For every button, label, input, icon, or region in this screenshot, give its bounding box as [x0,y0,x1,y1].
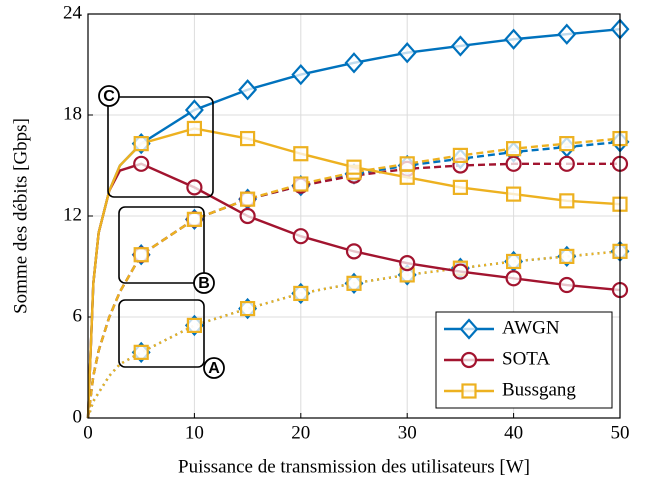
y-axis-label: Somme des débits [Gbps] [10,118,31,314]
marker [505,155,522,172]
marker [558,155,575,172]
marker [239,207,256,225]
y-tick-label: 18 [63,103,82,124]
marker [240,130,256,147]
marker [293,146,309,162]
x-tick-label: 40 [504,422,523,443]
marker [238,79,258,101]
x-tick-label: 10 [185,422,204,443]
marker [399,255,416,272]
marker [452,263,469,280]
y-tick-label: 6 [73,305,83,326]
marker [506,141,522,157]
annotation-badge [203,357,225,379]
marker [558,276,575,294]
marker [346,159,362,175]
marker [397,42,417,64]
marker [186,211,202,227]
x-axis-label: Puissance de transmission des utilisateu… [178,456,530,477]
annotation-badge [193,272,215,294]
marker [450,35,470,57]
marker [133,136,149,152]
marker [506,186,522,202]
marker [452,179,468,195]
legend-label: SOTA [502,348,550,369]
marker [291,63,311,86]
marker [292,228,309,245]
annotation-box [118,299,205,368]
marker [240,191,256,207]
marker [399,169,415,185]
marker [133,155,150,172]
y-tick-label: 12 [63,204,82,225]
marker [345,243,363,260]
marker [506,253,522,270]
marker [460,351,478,369]
annotation-label: B [198,275,210,292]
annotation-box [118,206,205,284]
marker [559,248,575,264]
x-tick-label: 50 [611,422,630,443]
marker [557,23,577,45]
annotation-box [107,96,214,198]
marker [293,176,309,192]
marker [240,300,256,317]
marker [186,120,202,137]
y-tick-label: 0 [73,406,83,427]
marker [461,383,477,399]
marker [559,136,575,152]
x-tick-label: 0 [83,422,93,443]
marker [399,156,415,172]
annotation-badge [98,85,120,107]
marker [559,193,575,209]
x-tick-label: 30 [398,422,417,443]
marker [133,247,149,263]
annotation-label: A [208,360,220,377]
marker [133,344,149,360]
legend-label: Bussgang [502,379,576,400]
marker [505,270,522,287]
marker [186,317,202,334]
plot-frame [87,13,621,419]
x-tick-label: 20 [291,422,310,443]
legend-label: AWGN [502,317,560,338]
annotation-label: C [103,88,115,105]
legend: AWGN SOTA Bussgang [435,311,613,409]
y-tick-label: 24 [63,2,83,23]
marker [293,285,309,302]
marker [504,28,524,50]
marker [184,99,204,121]
marker [452,147,468,163]
marker [186,179,203,196]
series-line [86,137,621,419]
marker [459,318,479,340]
marker [346,275,362,291]
marker [344,52,364,74]
